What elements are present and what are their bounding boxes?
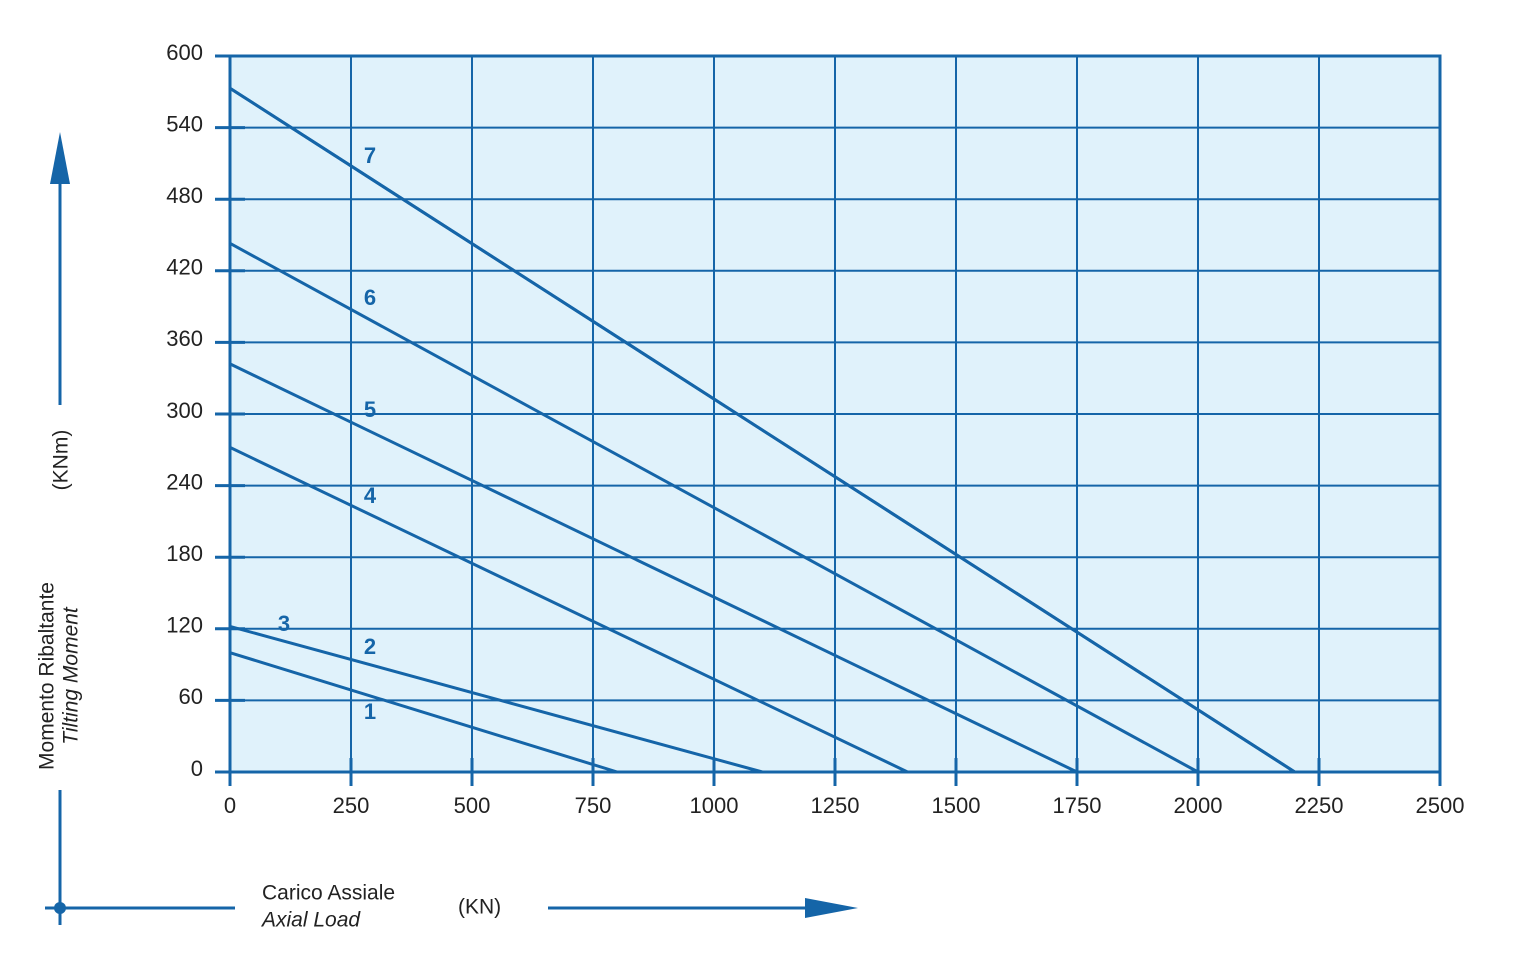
series-line <box>229 242 1199 774</box>
x-tick-label: 2500 <box>1416 793 1465 818</box>
x-tick-label: 500 <box>454 793 491 818</box>
series-label: 3 <box>278 611 290 636</box>
y-tick-label: 540 <box>166 111 203 136</box>
x-tick-label: 1000 <box>690 793 739 818</box>
x-label: Carico Assiale <box>262 882 395 905</box>
y-tick-label: 420 <box>166 255 203 280</box>
x-tick-label: 1250 <box>811 793 860 818</box>
series-label: 7 <box>364 143 376 168</box>
y-tick-label: 300 <box>166 398 203 423</box>
series-label: 2 <box>364 634 376 659</box>
series-line <box>229 86 1296 774</box>
y-tick-label: 180 <box>166 541 203 566</box>
x-tick-label: 250 <box>333 793 370 818</box>
series-line <box>229 446 909 774</box>
series-line <box>229 624 763 774</box>
series-label: 6 <box>364 285 376 310</box>
y-tick-label: 60 <box>179 684 203 709</box>
y-tick-label: 240 <box>166 469 203 494</box>
y-unit: (KNm) <box>50 430 73 491</box>
y-tick-label: 0 <box>191 756 203 781</box>
y-label: Momento Ribaltante <box>36 582 59 770</box>
y-tick-label: 600 <box>166 40 203 65</box>
x-label-en: Axial Load <box>260 909 361 932</box>
y-arrow-head <box>50 132 70 184</box>
y-tick-label: 360 <box>166 326 203 351</box>
x-unit: (KN) <box>458 896 501 919</box>
x-tick-label: 1500 <box>932 793 981 818</box>
x-tick-label: 0 <box>224 793 236 818</box>
x-tick-label: 2000 <box>1174 793 1223 818</box>
x-tick-label: 1750 <box>1053 793 1102 818</box>
x-tick-label: 750 <box>575 793 612 818</box>
series-line <box>229 362 1078 774</box>
x-tick-label: 2250 <box>1295 793 1344 818</box>
series-label: 1 <box>364 699 376 724</box>
series-label: 4 <box>364 483 377 508</box>
y-tick-label: 120 <box>166 613 203 638</box>
series-line <box>229 651 618 774</box>
y-tick-label: 480 <box>166 183 203 208</box>
origin-dot <box>54 902 66 914</box>
x-arrow-head <box>805 898 858 918</box>
plot-frame <box>228 54 1442 774</box>
y-label-en: Tilting Moment <box>60 606 83 745</box>
series-label: 5 <box>364 397 376 422</box>
